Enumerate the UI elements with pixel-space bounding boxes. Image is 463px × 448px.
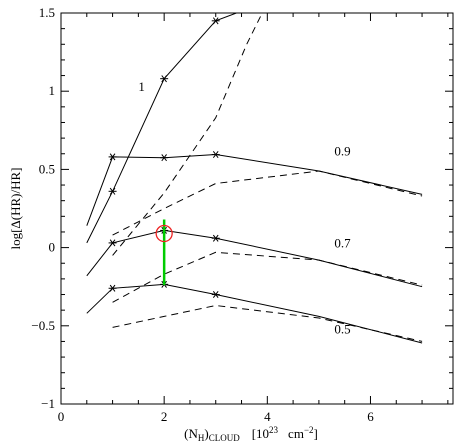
x-axis-label-main: (N bbox=[184, 426, 198, 441]
x-axis-label: (NH)CLOUD [1023 cm−2] bbox=[184, 425, 318, 443]
series-dashed-line bbox=[112, 251, 423, 303]
series-lines bbox=[86, 13, 423, 344]
x-axis-label-sub2: ) bbox=[204, 426, 208, 441]
x-axis-label-units: [10 bbox=[252, 426, 269, 441]
series-solid-line bbox=[86, 283, 423, 344]
y-tick-label: −0.5 bbox=[31, 318, 55, 333]
curve-labels: 1 0.9 0.7 0.5 bbox=[138, 79, 351, 336]
star-stroke bbox=[212, 291, 219, 299]
curve-label: 0.5 bbox=[334, 322, 350, 337]
y-tick-label: 0.5 bbox=[39, 161, 55, 176]
x-axis-label-sub1: H bbox=[198, 433, 205, 443]
star-stroke bbox=[212, 234, 219, 242]
series-solid-line bbox=[86, 153, 423, 226]
star-stroke bbox=[109, 284, 116, 292]
series-dashed-line bbox=[112, 170, 423, 236]
x-axis-label-exp2: −2 bbox=[304, 425, 314, 435]
y-tick-label: 1 bbox=[49, 83, 56, 98]
x-axis-label-close: ] bbox=[314, 426, 318, 441]
curve-label: 1 bbox=[138, 79, 145, 94]
x-tick-label: 6 bbox=[367, 409, 374, 424]
x-tick-label: 2 bbox=[161, 409, 168, 424]
star-marker bbox=[108, 284, 117, 292]
plot-frame bbox=[60, 12, 454, 405]
star-marker bbox=[211, 151, 220, 159]
series-dashed-line bbox=[112, 304, 423, 342]
star-stroke bbox=[109, 239, 116, 247]
x-axis-label-exp1: 23 bbox=[269, 425, 279, 435]
series-solid-line bbox=[86, 229, 423, 288]
star-marker bbox=[211, 17, 220, 25]
star-stroke bbox=[161, 154, 167, 162]
series-dashed-line bbox=[112, 13, 263, 256]
star-marker bbox=[160, 75, 169, 83]
x-axis-label-sub3: CLOUD bbox=[209, 433, 240, 443]
ticks: 0 2 4 6 −1 −0.5 0 0.5 1 1.5 bbox=[31, 5, 453, 424]
star-marker bbox=[160, 154, 169, 162]
star-marker bbox=[211, 291, 220, 299]
highlight-circle bbox=[155, 224, 173, 243]
highlight bbox=[155, 219, 173, 286]
x-axis-label-units2: cm bbox=[288, 426, 304, 441]
y-axis-label: log[Δ(HR)/HR] bbox=[8, 167, 23, 249]
star-stroke bbox=[212, 17, 219, 25]
star-marker bbox=[108, 239, 117, 247]
curve-label: 0.9 bbox=[334, 143, 350, 158]
y-tick-label: −1 bbox=[41, 396, 55, 411]
y-tick-label: 0 bbox=[49, 240, 56, 255]
x-tick-label: 4 bbox=[264, 409, 271, 424]
star-marker bbox=[108, 153, 117, 161]
star-stroke bbox=[161, 75, 167, 83]
star-stroke bbox=[109, 187, 116, 195]
x-tick-label: 0 bbox=[58, 409, 65, 424]
series-solid-line bbox=[86, 13, 237, 244]
y-tick-label: 1.5 bbox=[39, 5, 55, 20]
star-marker bbox=[211, 234, 220, 242]
star-stroke bbox=[109, 153, 116, 161]
series-markers bbox=[108, 17, 220, 299]
curve-label: 0.7 bbox=[334, 236, 351, 251]
star-stroke bbox=[212, 151, 219, 159]
star-marker bbox=[108, 187, 117, 195]
